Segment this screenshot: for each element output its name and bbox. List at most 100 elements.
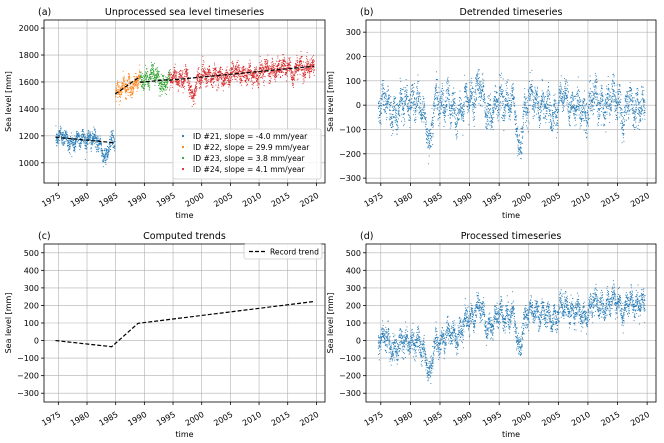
data-point [154, 75, 156, 77]
data-point [132, 88, 134, 90]
data-point [245, 74, 247, 76]
data-point [467, 106, 469, 108]
data-point [229, 80, 231, 82]
data-point [476, 99, 478, 101]
data-point [225, 76, 227, 78]
data-point [289, 60, 291, 62]
data-point [481, 94, 483, 96]
data-point [275, 63, 276, 65]
data-point [203, 64, 204, 66]
data-point [214, 68, 216, 70]
data-point [181, 77, 183, 78]
data-point [204, 78, 206, 79]
data-point [223, 82, 225, 84]
data-point [118, 85, 120, 87]
data-point [256, 78, 258, 79]
data-point [310, 67, 312, 69]
data-point [420, 117, 422, 119]
data-point [178, 72, 180, 73]
data-point [278, 59, 280, 61]
data-point [482, 82, 484, 84]
data-point [517, 144, 519, 146]
data-point [450, 105, 452, 107]
data-point [109, 142, 111, 144]
data-point [521, 153, 523, 154]
data-point [98, 148, 100, 150]
data-point [60, 132, 62, 134]
data-point [311, 65, 313, 67]
data-point [176, 72, 178, 74]
data-point [222, 83, 224, 85]
data-point [275, 76, 277, 78]
data-point [493, 100, 495, 101]
data-point [498, 107, 500, 109]
data-point [459, 112, 461, 114]
data-point [476, 81, 478, 83]
data-point [501, 72, 503, 74]
data-point [466, 90, 468, 92]
data-point [458, 97, 460, 98]
data-point [306, 63, 308, 65]
data-point [432, 133, 434, 135]
data-point [139, 74, 141, 76]
data-point [62, 141, 64, 143]
data-point [149, 87, 151, 88]
data-point [500, 86, 501, 88]
data-point [80, 140, 82, 142]
data-point [207, 68, 208, 70]
data-point [298, 65, 300, 67]
data-point [172, 77, 174, 79]
data-point [393, 95, 395, 97]
data-point [174, 77, 176, 79]
data-point [113, 147, 115, 149]
data-point [432, 143, 434, 145]
data-point [489, 103, 491, 105]
data-point [436, 108, 438, 110]
data-point [267, 60, 269, 62]
data-point [188, 84, 190, 86]
data-point [513, 96, 515, 98]
data-point [194, 93, 196, 95]
data-point [439, 117, 440, 119]
data-point [475, 99, 477, 101]
data-point [510, 119, 511, 121]
data-point [264, 69, 266, 71]
data-point [173, 74, 175, 76]
data-point [165, 84, 167, 86]
data-point [79, 146, 81, 148]
data-point [170, 82, 171, 84]
data-point [398, 111, 400, 113]
data-point [114, 144, 116, 146]
data-point [401, 102, 403, 104]
data-point [383, 79, 385, 81]
data-point [112, 133, 114, 134]
data-point [66, 133, 67, 135]
data-point [440, 96, 442, 98]
data-point [415, 104, 417, 106]
data-point [492, 112, 493, 114]
data-point [243, 77, 245, 78]
data-point [453, 93, 454, 95]
data-point [89, 133, 91, 135]
data-point [398, 113, 400, 115]
data-point [214, 72, 216, 74]
data-point [296, 54, 298, 56]
data-point [228, 79, 230, 81]
data-point [458, 114, 459, 116]
data-point [100, 143, 102, 144]
data-point [462, 115, 464, 117]
data-point [429, 129, 431, 131]
data-point [69, 153, 71, 155]
data-point [496, 105, 498, 107]
data-point [131, 92, 133, 94]
data-point [176, 77, 177, 79]
data-point [432, 125, 434, 127]
data-point [71, 139, 73, 140]
data-point [202, 60, 204, 62]
data-point [495, 107, 497, 109]
data-point [400, 94, 402, 95]
data-point [382, 87, 384, 89]
data-point [144, 79, 146, 81]
data-point [253, 75, 255, 77]
data-point [207, 71, 209, 73]
